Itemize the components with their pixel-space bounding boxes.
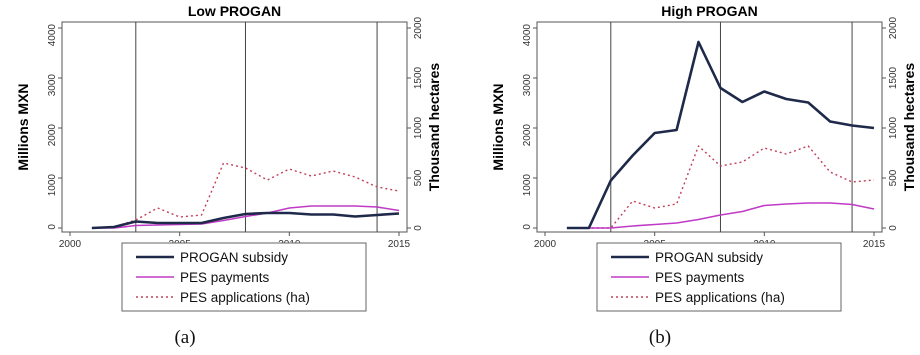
y2-tick-label: 500 <box>413 169 424 186</box>
chart-title: High PROGAN <box>661 3 757 19</box>
y-tick-label: 3000 <box>522 74 533 97</box>
series-pes-applications-line <box>566 145 875 229</box>
series-pes-payments-line <box>91 205 400 229</box>
chart-panel-2: High PROGAN 0 1000 2000 3000 4000 Millions MXN… <box>490 3 917 348</box>
series-progan-subsidy-line <box>566 40 875 230</box>
legend-label: PES payments <box>180 270 270 285</box>
plot-area <box>536 21 883 233</box>
y-tick-label: 1000 <box>522 174 533 197</box>
panel-caption: (a) <box>174 327 195 348</box>
y-tick-label: 2000 <box>47 124 58 147</box>
y2-tick-label: 2000 <box>413 16 424 39</box>
y2-tick-label: 0 <box>888 225 899 231</box>
chart-title: Low PROGAN <box>188 3 281 19</box>
y2-tick-label: 1000 <box>888 116 899 139</box>
y2-axis-label: Thousand hectares <box>901 63 917 192</box>
y-tick-label: 2000 <box>522 124 533 147</box>
chart-panel-1: Low PROGAN 0 1000 2000 3000 4000 Millions MXN 0… <box>15 3 442 348</box>
x-tick-label: 2000 <box>59 239 82 250</box>
y-tick-label: 4000 <box>522 24 533 47</box>
series-pes-payments-line <box>566 202 875 229</box>
panel-caption: (b) <box>649 327 671 348</box>
y2-axis-label: Thousand hectares <box>426 63 442 192</box>
y-tick-label: 0 <box>522 224 533 230</box>
legend-label: PROGAN subsidy <box>655 250 763 265</box>
y-axis-label: Millions MXN <box>15 83 31 170</box>
y-axis-label: Millions MXN <box>490 83 506 170</box>
y2-tick-label: 1500 <box>888 66 899 89</box>
y-tick-label: 3000 <box>47 74 58 97</box>
legend-label: PROGAN subsidy <box>180 250 288 265</box>
legend-label: PES payments <box>655 270 745 285</box>
y2-tick-label: 2000 <box>888 16 899 39</box>
x-tick-label: 2015 <box>388 239 411 250</box>
x-tick-label: 2015 <box>863 239 886 250</box>
y-tick-label: 1000 <box>47 174 58 197</box>
y-tick-label: 4000 <box>47 24 58 47</box>
series-progan-subsidy-line <box>91 211 400 230</box>
y2-tick-label: 1500 <box>413 66 424 89</box>
legend: PROGAN subsidy PES payments PES applicatio… <box>596 242 842 312</box>
y2-tick-label: 500 <box>888 169 899 186</box>
legend-label: PES applications (ha) <box>655 290 785 305</box>
legend-label: PES applications (ha) <box>180 290 310 305</box>
y2-tick-label: 1000 <box>413 116 424 139</box>
y-tick-label: 0 <box>47 224 58 230</box>
plot-area <box>61 21 408 233</box>
x-tick-label: 2000 <box>534 239 557 250</box>
y2-tick-label: 0 <box>413 225 424 231</box>
legend: PROGAN subsidy PES payments PES applicatio… <box>121 242 367 312</box>
